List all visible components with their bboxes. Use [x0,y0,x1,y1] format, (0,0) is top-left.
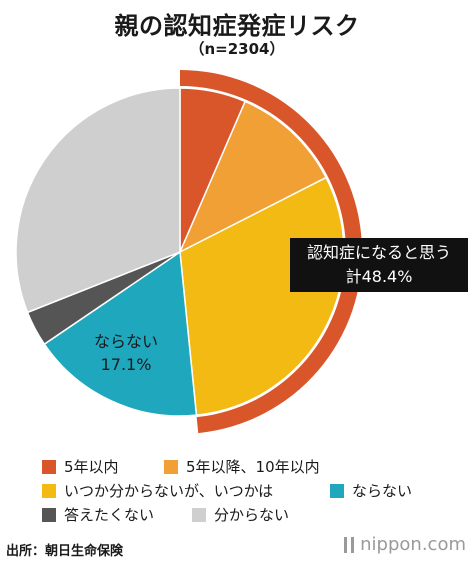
pie-slice-3 [43,250,198,417]
highlight-callout: 認知症になると思う 計48.4% [290,238,468,292]
legend-item-5: 分からない [192,504,289,525]
brand-mark-icon [344,536,355,553]
slice-label-naranai: ならない 17.1% [76,330,176,376]
legend-label: 5年以内 [64,458,119,476]
legend-label: 分からない [214,506,290,524]
slice-label-name: ならない [93,332,158,351]
legend-label: 5年以降、10年以内 [186,458,320,476]
legend-item-4: 答えたくない [42,504,154,525]
pie-slice-2 [179,176,345,416]
pie-slice-5 [15,87,181,314]
pie-slice-1 [178,100,328,254]
source-note: 出所：朝日生命保険 [6,544,124,559]
legend-swatch [192,507,206,522]
legend-swatch [42,507,56,522]
legend-swatch [42,483,56,498]
legend-item-2: いつか分からないが、いつかは [42,480,273,501]
brand-name: nippon.com [360,534,466,555]
legend-item-1: 5年以降、10年以内 [164,456,320,477]
legend-swatch [42,459,56,474]
slice-label-value: 17.1% [100,355,152,374]
legend-label: いつか分からないが、いつかは [64,482,274,500]
legend-label: ならない [352,482,413,500]
callout-line-2: 計48.4% [345,267,413,286]
legend-swatch [330,483,344,498]
chart-subtitle: （n=2304） [189,40,285,58]
legend-swatch [164,459,178,474]
chart-title: 親の認知症発症リスク [114,12,360,40]
legend-label: 答えたくない [64,506,155,524]
callout-line-1: 認知症になると思う [306,243,451,262]
pie-chart [15,70,362,434]
legend-item-0: 5年以内 [42,456,119,477]
legend-item-3: ならない [330,480,412,501]
brand-logo: nippon.com [344,534,466,555]
